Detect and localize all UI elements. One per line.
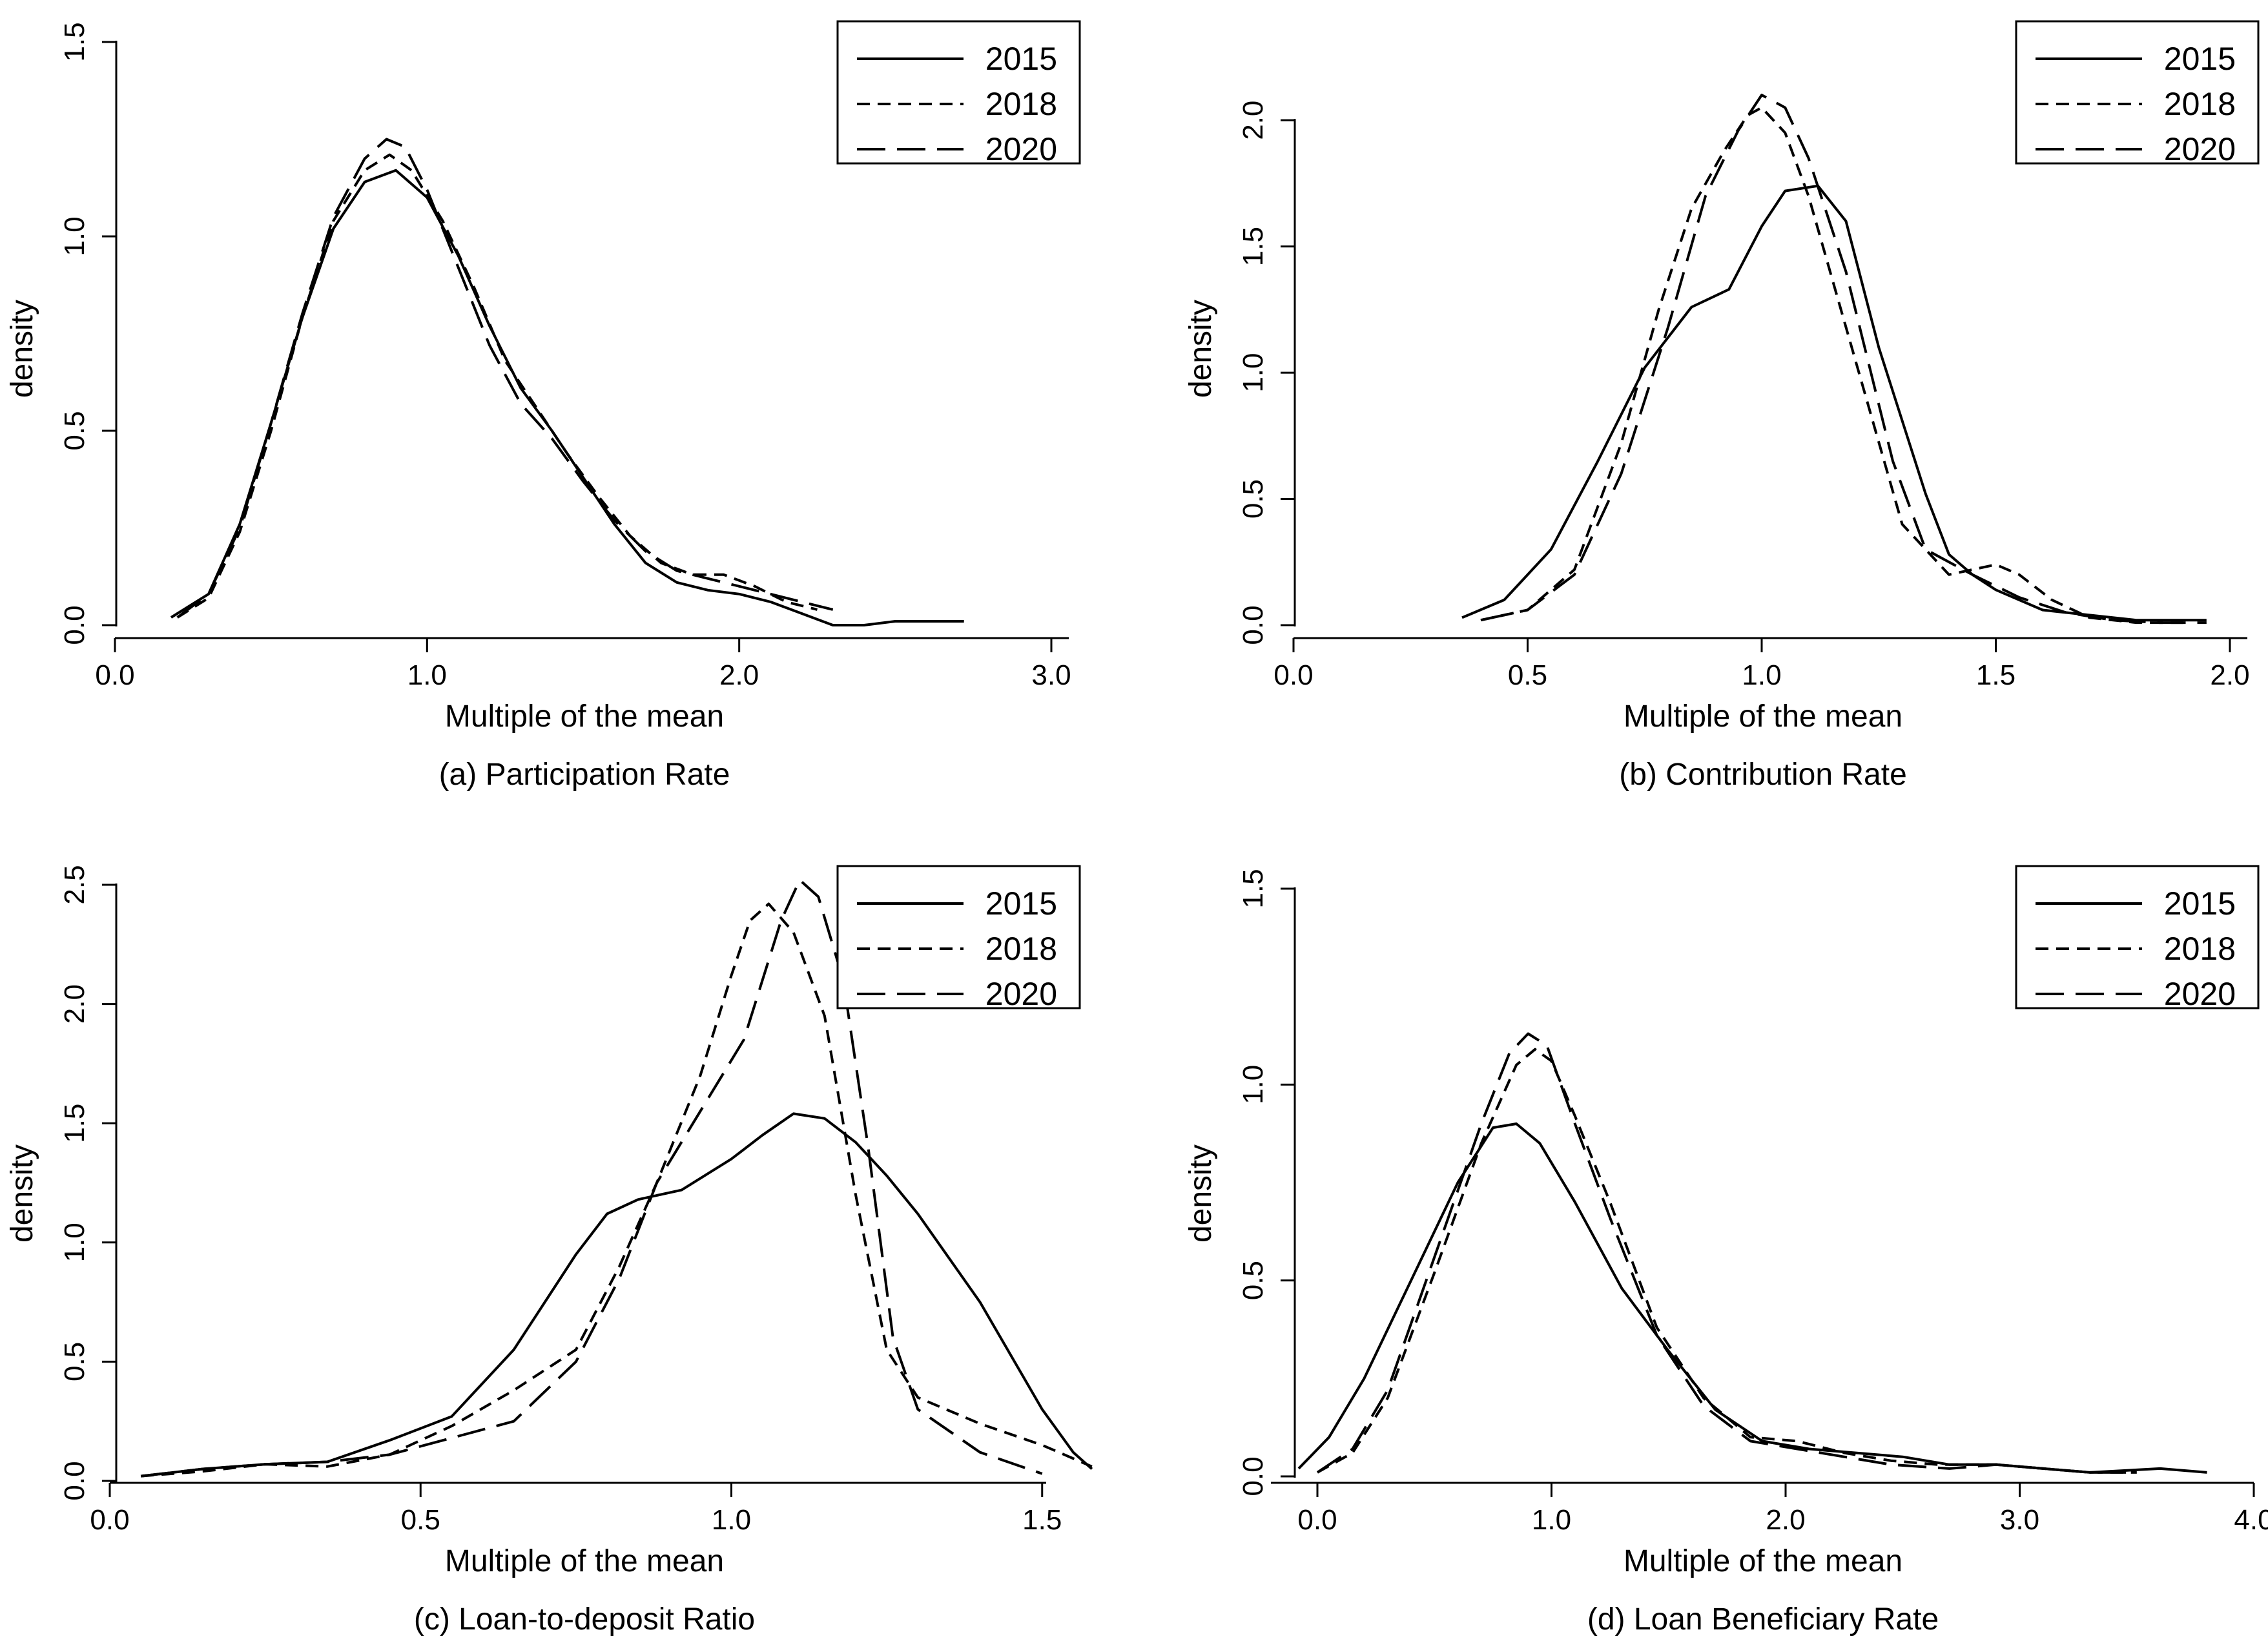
x-axis-title: Multiple of the mean: [1624, 699, 1902, 734]
x-tick-label: 4.0: [2234, 1504, 2268, 1536]
x-axis-title: Multiple of the mean: [445, 699, 724, 734]
legend-box: [2015, 20, 2260, 165]
legend-label-2018: 2018: [985, 931, 1057, 967]
panel-caption: (c) Loan-to-deposit Ratio: [414, 1602, 755, 1637]
panel-a: 0.0 0.5 1.0 1.5 0.0 1.0 2.0 3.0 density Multiple …: [5, 20, 1081, 792]
panel-caption: (b) Contribution Rate: [1619, 758, 1907, 792]
x-tick-label: 0.0: [1297, 1504, 1337, 1536]
series-line-2018: [1317, 1048, 2137, 1474]
legend-label-2015: 2015: [985, 41, 1057, 77]
y-tick-label: 1.5: [59, 22, 90, 61]
panel-c: 0.0 0.5 1.0 1.5 2.0 2.5 0.0 0.5 1.0 1.5 density Mul…: [5, 865, 1093, 1637]
y-tick-label: 1.0: [59, 216, 90, 256]
x-tick-label: 2.0: [1766, 1504, 1805, 1536]
x-tick-label: 0.0: [90, 1504, 129, 1536]
x-tick-label: 1.0: [1742, 659, 1781, 691]
series-line-2015: [1297, 1122, 2207, 1474]
legend: 2015 2018 2020: [836, 20, 1081, 167]
x-tick-label: 0.0: [95, 659, 134, 691]
y-tick-label: 0.5: [1237, 1261, 1269, 1300]
y-tick-label: 2.0: [1237, 101, 1269, 140]
y-axis-title: density: [5, 1144, 39, 1243]
legend-label-2015: 2015: [2164, 41, 2236, 77]
legend-label-2020: 2020: [2164, 976, 2236, 1012]
panel-b: 0.0 0.5 1.0 1.5 2.0 0.0 0.5 1.0 1.5 2.0 density Mul…: [1184, 20, 2260, 792]
x-tick-label: 1.0: [712, 1504, 751, 1536]
x-tick-label: 2.0: [719, 659, 759, 691]
y-axis-title: density: [1184, 1144, 1218, 1243]
series-line-2020: [1480, 94, 2207, 625]
y-tick-label: 0.0: [1237, 1456, 1269, 1496]
x-tick-label: 1.0: [407, 659, 447, 691]
x-tick-label: 0.5: [401, 1504, 440, 1536]
series-line-2020: [140, 878, 1043, 1478]
panel-caption: (d) Loan Beneficiary Rate: [1587, 1602, 1939, 1637]
y-tick-label: 1.5: [59, 1104, 90, 1143]
y-axis-title: density: [5, 300, 39, 398]
series-line-2020: [176, 138, 834, 619]
series-line-2018: [1480, 106, 2183, 625]
legend-label-2018: 2018: [985, 86, 1057, 122]
legend-label-2020: 2020: [985, 976, 1057, 1012]
y-tick-label: 2.5: [59, 865, 90, 904]
y-tick-label: 0.0: [1237, 605, 1269, 645]
x-tick-label: 3.0: [1031, 659, 1071, 691]
y-tick-label: 0.5: [59, 1342, 90, 1381]
y-tick-label: 0.5: [1237, 479, 1269, 519]
x-axis-title: Multiple of the mean: [445, 1544, 724, 1578]
y-tick-label: 0.0: [59, 1461, 90, 1500]
legend-label-2020: 2020: [985, 131, 1057, 167]
x-tick-label: 1.0: [1532, 1504, 1571, 1536]
legend-label-2015: 2015: [2164, 885, 2236, 922]
legend: 2015 2018 2020: [2015, 20, 2260, 167]
x-tick-label: 0.5: [1508, 659, 1547, 691]
series-line-2015: [170, 169, 964, 626]
series-line-2018: [140, 902, 1093, 1478]
y-tick-label: 1.0: [1237, 353, 1269, 393]
panel-d: 0.0 0.5 1.0 1.5 0.0 1.0 2.0 3.0 4.0 density Multip…: [1184, 865, 2268, 1637]
y-axis-title: density: [1184, 300, 1218, 398]
legend-box: [2015, 865, 2260, 1009]
series-line-2020: [1316, 1032, 2137, 1474]
x-tick-label: 1.5: [1976, 659, 2015, 691]
y-tick-label: 2.0: [59, 984, 90, 1024]
legend-label-2018: 2018: [2164, 86, 2236, 122]
y-tick-label: 1.5: [1237, 227, 1269, 266]
x-tick-label: 3.0: [2000, 1504, 2039, 1536]
legend: 2015 2018 2020: [836, 865, 1081, 1012]
legend-label-2015: 2015: [985, 885, 1057, 922]
x-tick-label: 1.5: [1022, 1504, 1062, 1536]
legend-box: [836, 20, 1081, 165]
x-tick-label: 0.0: [1273, 659, 1313, 691]
x-tick-label: 2.0: [2210, 659, 2249, 691]
series-line-2018: [176, 153, 818, 619]
legend-box: [836, 865, 1081, 1009]
legend-label-2018: 2018: [2164, 931, 2236, 967]
y-tick-label: 1.0: [1237, 1065, 1269, 1104]
y-tick-label: 0.0: [59, 605, 90, 645]
y-tick-label: 0.5: [59, 411, 90, 450]
series-line-2015: [1461, 184, 2207, 622]
y-tick-label: 1.5: [1237, 869, 1269, 908]
legend-label-2020: 2020: [2164, 131, 2236, 167]
legend: 2015 2018 2020: [2015, 865, 2260, 1012]
series-line-2015: [140, 1112, 1093, 1478]
panel-caption: (a) Participation Rate: [439, 758, 730, 792]
y-tick-label: 1.0: [59, 1223, 90, 1262]
x-axis-title: Multiple of the mean: [1624, 1544, 1902, 1578]
